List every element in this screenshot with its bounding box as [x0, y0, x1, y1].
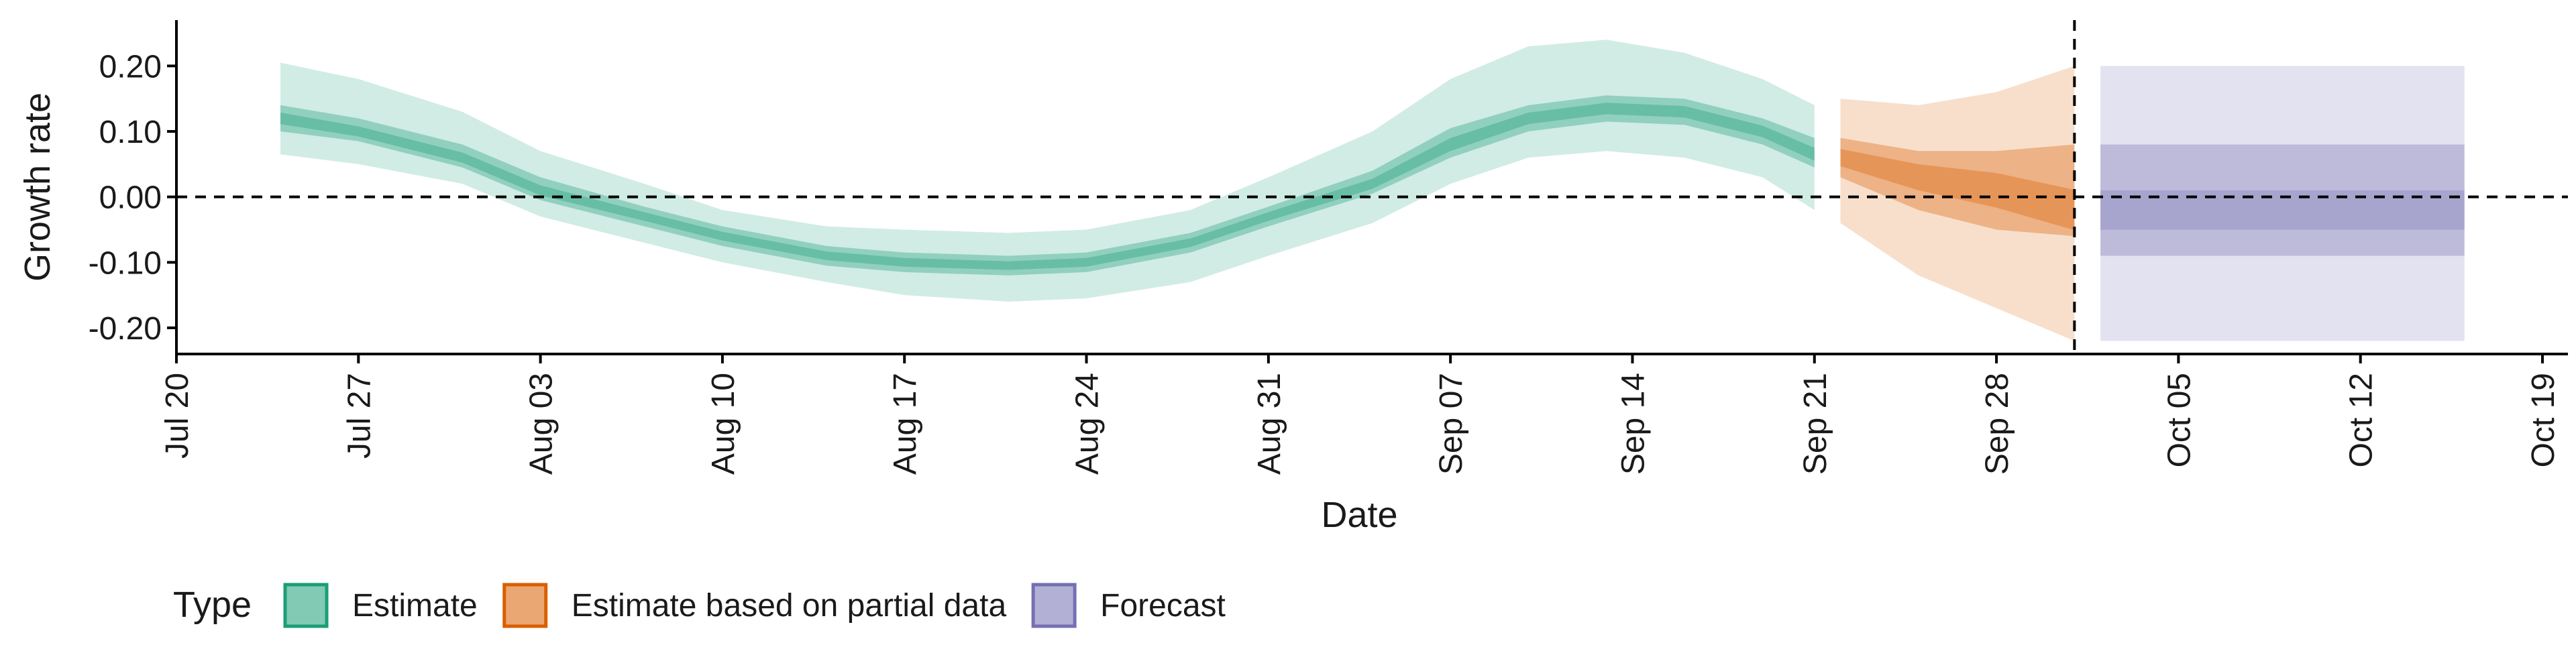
x-tick-label: Oct 19 [2526, 373, 2561, 467]
forecast-band-20 [2100, 190, 2465, 230]
estimate-band-90 [280, 40, 1815, 302]
axes-layer: -0.20 -0.10 0.00 0.10 0.20 Jul 20 Jul 27 Aug 03… [17, 20, 2568, 535]
legend-label-estimate: Estimate [352, 588, 478, 624]
x-tick-label: Sep 07 [1434, 373, 1469, 475]
x-tick-label: Sep 28 [1980, 373, 2015, 475]
x-tick-label: Aug 24 [1070, 373, 1106, 475]
y-tick-label: -0.20 [89, 311, 162, 347]
x-tick-label: Aug 10 [706, 373, 741, 475]
legend-swatch-forecast [1031, 583, 1077, 628]
estimate-based-on-partial-data-band-90 [1840, 66, 2075, 341]
y-tick-label: 0.00 [99, 180, 162, 216]
reference-lines-layer [176, 20, 2568, 354]
legend-swatch-estimate [283, 583, 329, 628]
estimate-based-on-partial-data-band-20 [1840, 149, 2075, 231]
forecast-band-90 [2100, 66, 2465, 341]
forecast-band-50 [2100, 144, 2465, 256]
y-tick-label: 0.20 [99, 49, 162, 84]
estimate-band-50 [280, 95, 1815, 276]
x-tick-label: Aug 31 [1252, 373, 1287, 475]
legend-title: Type [173, 585, 252, 625]
legend-swatch-estimate-based-on-partial-data [502, 583, 548, 628]
x-tick-label: Aug 03 [524, 373, 559, 475]
x-tick-label: Jul 27 [341, 373, 377, 459]
estimate-based-on-partial-data-band-50 [1840, 137, 2075, 237]
x-tick-label: Oct 12 [2344, 373, 2379, 467]
x-tick-label: Sep 14 [1615, 373, 1651, 475]
y-tick-label: 0.10 [99, 115, 162, 150]
bands-layer [280, 40, 2465, 341]
legend-label-estimate-based-on-partial-data: Estimate based on partial data [572, 588, 1007, 624]
y-axis-title: Growth rate [17, 93, 58, 282]
legend-label-forecast: Forecast [1100, 588, 1226, 624]
x-tick-label: Sep 21 [1798, 373, 1833, 475]
x-tick-label: Aug 17 [888, 373, 923, 475]
legend: Type Estimate Estimate based on partial da… [173, 583, 1226, 628]
x-tick-label: Oct 05 [2161, 373, 2197, 467]
x-tick-label: Jul 20 [160, 373, 195, 459]
y-tick-label: -0.10 [89, 245, 162, 281]
x-axis-title: Date [1321, 495, 1397, 535]
